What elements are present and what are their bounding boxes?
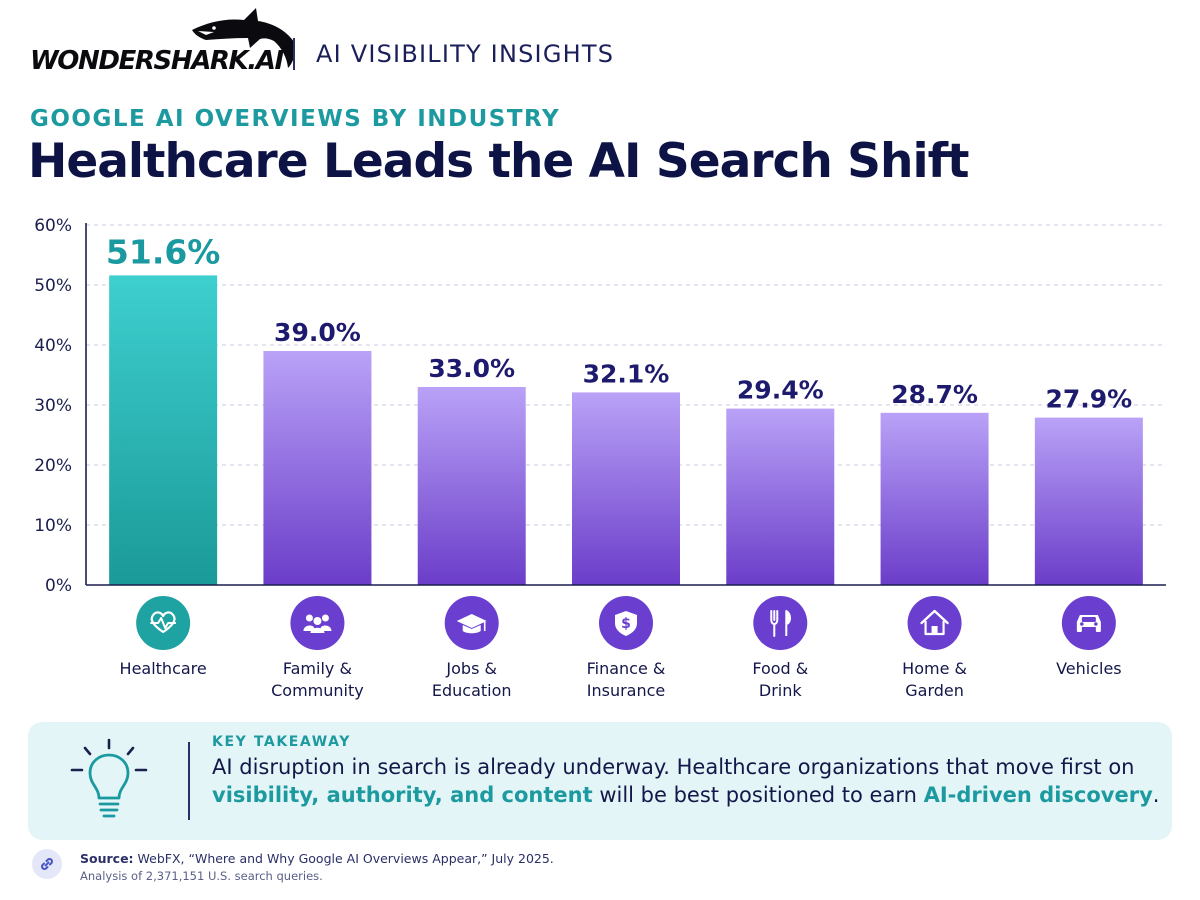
x-category-label: Garden: [905, 681, 964, 700]
fork-knife-icon: [753, 596, 808, 650]
y-tick-label: 0%: [45, 576, 72, 596]
takeaway-text: AI disruption in search is already under…: [212, 753, 1162, 809]
takeaway-highlight: AI-driven discovery: [923, 783, 1153, 807]
x-category-label: Community: [271, 681, 364, 700]
x-category-label: Jobs &: [445, 659, 497, 678]
family-icon: [290, 596, 345, 650]
bar-value-label: 29.4%: [737, 376, 824, 405]
bar-healthcare: [109, 275, 218, 585]
kicker-title: GOOGLE AI OVERVIEWS BY INDUSTRY: [30, 106, 561, 132]
bar-value-label: 32.1%: [583, 359, 670, 388]
source-text: WebFX, “Where and Why Google AI Overview…: [137, 851, 554, 866]
heart-pulse-icon: [136, 596, 191, 650]
y-tick-label: 20%: [34, 456, 72, 476]
shield-dollar-icon: $: [599, 596, 653, 650]
source-citation: Source: WebFX, “Where and Why Google AI …: [80, 851, 554, 866]
header-divider: [293, 38, 295, 70]
bar-home-garden: [880, 412, 989, 585]
bar-chart: 0% 10% 20% 30% 40% 50% 60% 51.6% Healthcare 39.0…: [34, 216, 1166, 700]
x-category-label: Family &: [283, 659, 352, 678]
x-category-label: Finance &: [587, 659, 666, 678]
link-icon: [32, 849, 62, 879]
bar-finance-insurance: [572, 392, 680, 585]
bar-value-label: 51.6%: [106, 232, 221, 271]
bar-value-label: 33.0%: [428, 354, 515, 383]
y-tick-label: 60%: [34, 216, 72, 236]
takeaway-divider: [188, 742, 190, 820]
x-category-label: Insurance: [587, 681, 666, 700]
header-tagline: AI VISIBILITY INSIGHTS: [316, 40, 615, 68]
source-label: Source:: [80, 851, 134, 866]
source-note: Analysis of 2,371,151 U.S. search querie…: [80, 869, 323, 883]
home-icon: [907, 596, 962, 650]
bar-value-label: 27.9%: [1045, 385, 1132, 414]
page-headline: Healthcare Leads the AI Search Shift: [28, 134, 970, 189]
car-icon: [1061, 596, 1116, 650]
takeaway-highlight: visibility, authority, and content: [212, 783, 593, 807]
y-tick-label: 50%: [34, 276, 72, 296]
key-takeaway-panel: KEY TAKEAWAY AI disruption in search is …: [28, 722, 1172, 840]
graduation-cap-icon: [444, 596, 499, 650]
bar-vehicles: [1034, 417, 1143, 585]
takeaway-text-part: will be best positioned to earn: [592, 783, 924, 807]
bar-family-community: [263, 351, 372, 585]
x-category-label: Home &: [902, 659, 967, 678]
x-category-label: Food &: [752, 659, 808, 678]
bar-food-drink: [726, 408, 835, 585]
takeaway-label: KEY TAKEAWAY: [212, 734, 351, 750]
x-category-label: Education: [432, 681, 512, 700]
y-tick-label: 30%: [34, 396, 72, 416]
bar-jobs-education: [417, 387, 526, 585]
brand-logo: WONDERSHARK.AI: [30, 8, 295, 76]
svg-text:$: $: [621, 616, 631, 632]
bar-value-label: 28.7%: [891, 380, 978, 409]
y-tick-label: 40%: [34, 336, 72, 356]
x-category-label: Healthcare: [120, 659, 207, 678]
lightbulb-icon: [70, 738, 148, 818]
y-tick-label: 10%: [34, 516, 72, 536]
x-category-label: Drink: [759, 681, 802, 700]
brand-logo-text: WONDERSHARK.AI: [30, 46, 284, 76]
takeaway-text-part: AI disruption in search is already under…: [212, 755, 1135, 779]
shark-logo-icon: [192, 8, 295, 68]
x-category-label: Vehicles: [1056, 659, 1122, 678]
takeaway-text-part: .: [1152, 783, 1160, 807]
bar-value-label: 39.0%: [274, 318, 361, 347]
